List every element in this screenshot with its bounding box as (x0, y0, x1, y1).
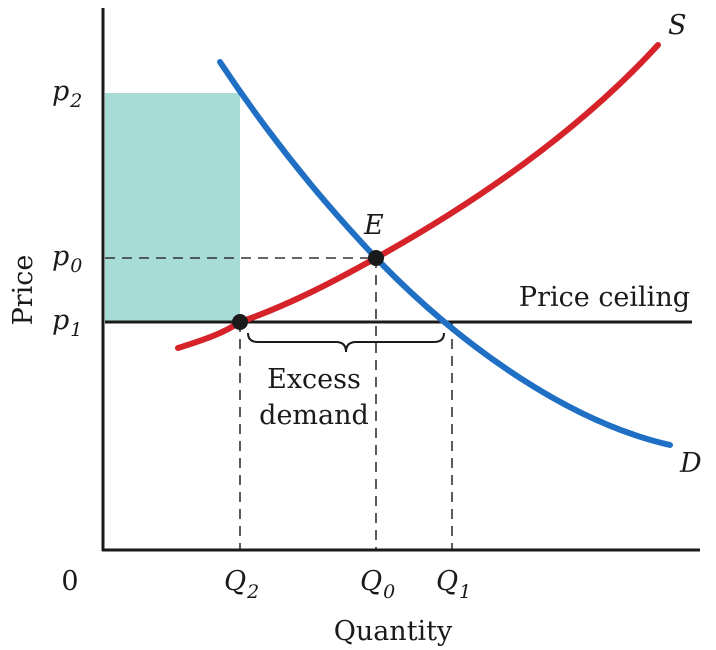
excess-demand-brace (247, 332, 445, 353)
x-axis-label: Quantity (334, 616, 453, 647)
price-ceiling-label: Price ceiling (519, 282, 690, 313)
demand-label: D (679, 448, 702, 479)
demand-curve (217, 59, 673, 448)
ceiling-supply-point (232, 314, 248, 330)
supply-label: S (668, 10, 687, 41)
q2-label: Q2 (224, 566, 259, 603)
supply-curve (175, 42, 661, 351)
equilibrium-point (368, 250, 384, 266)
p1-label: p1 (52, 305, 82, 341)
origin-label: 0 (61, 566, 78, 597)
excess-demand-label-line1: Excess (267, 364, 361, 395)
q0-label: Q0 (360, 566, 395, 603)
p2-label: p2 (52, 76, 82, 112)
p0-label: p0 (52, 241, 82, 277)
equilibrium-label: E (363, 210, 384, 241)
q1-label: Q1 (436, 566, 471, 603)
shaded-area (105, 93, 240, 322)
y-axis-label: Price (8, 255, 39, 326)
excess-demand-label-line2: demand (259, 400, 369, 431)
